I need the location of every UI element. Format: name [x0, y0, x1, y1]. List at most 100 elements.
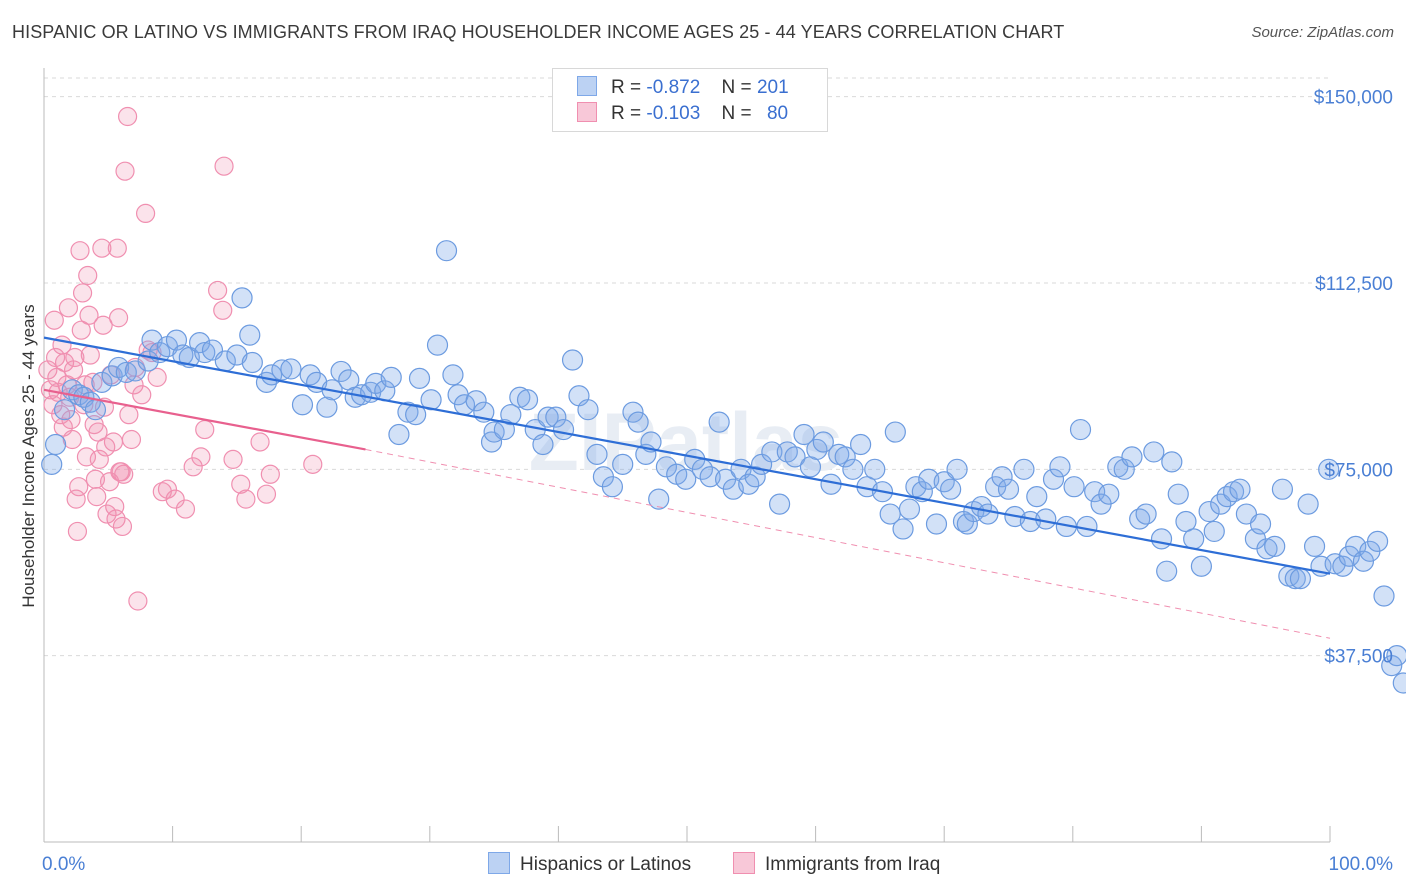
data-point	[132, 385, 152, 405]
data-point	[405, 404, 427, 426]
data-point	[911, 481, 933, 503]
data-point	[925, 513, 948, 535]
data-point	[1303, 535, 1326, 557]
data-point	[83, 372, 103, 392]
x-tick-label: 0.0%	[42, 854, 85, 875]
n-label: N =	[721, 103, 752, 124]
legend-swatch-pink	[577, 102, 597, 122]
data-point	[991, 466, 1013, 488]
data-point	[89, 449, 109, 469]
data-point	[1373, 585, 1395, 607]
data-point	[1284, 568, 1306, 590]
y-tick-label: $112,500	[1315, 274, 1393, 295]
correlation-legend: R = -0.872 N = 201 R = -0.103 N = 80	[552, 68, 828, 132]
data-point	[108, 308, 129, 328]
data-point	[79, 305, 99, 325]
data-point	[147, 367, 167, 387]
data-point	[1167, 483, 1189, 505]
data-point	[1013, 458, 1035, 480]
data-point	[1156, 560, 1178, 582]
data-point	[397, 401, 419, 423]
data-point	[884, 421, 906, 443]
data-point	[552, 418, 575, 441]
data-point	[577, 399, 599, 421]
bottom-legend-label: Immigrants from Iraq	[765, 854, 941, 875]
data-point	[586, 443, 608, 466]
data-point	[842, 458, 864, 480]
data-point	[236, 489, 256, 509]
data-point	[191, 447, 211, 467]
data-point	[111, 462, 131, 482]
data-point	[80, 345, 100, 365]
data-point	[1256, 538, 1278, 560]
data-point	[1198, 500, 1220, 523]
data-point	[1271, 478, 1294, 500]
data-point	[380, 366, 402, 388]
data-point	[1113, 458, 1135, 480]
data-point	[65, 347, 85, 368]
data-point	[784, 446, 806, 468]
data-point	[195, 419, 215, 440]
data-point	[316, 396, 338, 418]
data-point	[1289, 568, 1312, 590]
data-point	[165, 489, 185, 509]
data-point	[115, 361, 137, 384]
data-point	[1049, 456, 1071, 478]
data-point	[1392, 672, 1406, 694]
data-point	[744, 466, 766, 488]
data-point	[426, 334, 449, 356]
data-point	[537, 406, 559, 428]
data-point	[250, 432, 270, 452]
gridlines	[44, 77, 1330, 657]
data-point	[226, 344, 248, 366]
data-point	[977, 503, 999, 525]
data-point	[117, 106, 138, 127]
data-point	[1366, 530, 1389, 552]
data-point	[97, 504, 117, 524]
data-point	[388, 423, 410, 446]
data-point	[761, 441, 783, 463]
n-value: 80	[766, 103, 789, 124]
data-point	[101, 365, 123, 387]
data-point	[561, 349, 584, 371]
data-point	[213, 300, 233, 320]
series-immigrants-from-iraq	[38, 106, 323, 611]
data-point	[223, 449, 243, 469]
data-point	[87, 487, 107, 507]
data-point	[946, 458, 968, 480]
data-point	[956, 513, 978, 535]
r-value: -0.872	[646, 77, 701, 98]
y-axis-label: Householder Income Ages 25 - 44 years	[19, 304, 38, 607]
data-point	[918, 468, 940, 490]
data-point	[119, 405, 139, 425]
data-point	[330, 360, 352, 383]
data-point	[194, 341, 216, 364]
data-point	[231, 474, 251, 494]
data-point	[1150, 528, 1173, 550]
trend-lines	[43, 336, 1331, 639]
data-point	[44, 433, 67, 456]
legend-row-iraq: R = -0.103 N = 80	[577, 102, 788, 126]
data-point	[516, 389, 539, 411]
data-point	[997, 478, 1020, 500]
data-point	[1249, 513, 1272, 535]
data-point	[1026, 486, 1048, 508]
source-label: Source: ZipAtlas.com	[1251, 24, 1394, 41]
data-point	[1121, 446, 1143, 468]
data-point	[241, 351, 263, 374]
bottom-legend-label: Hispanics or Latinos	[520, 854, 692, 875]
axes	[43, 68, 1331, 843]
data-point	[1076, 515, 1098, 538]
data-point	[157, 479, 178, 499]
legend-row-hispanic: R = -0.872 N = 201	[577, 76, 789, 100]
data-point	[1386, 645, 1406, 667]
r-label: R =	[611, 103, 642, 124]
data-point	[1143, 441, 1165, 463]
data-point	[70, 241, 90, 261]
x-tick-label: 100.0%	[1329, 854, 1394, 875]
data-point	[864, 458, 886, 480]
y-tick-label: $150,000	[1314, 88, 1393, 109]
data-point	[106, 509, 126, 529]
data-point	[1161, 451, 1183, 473]
data-point	[1229, 478, 1251, 500]
